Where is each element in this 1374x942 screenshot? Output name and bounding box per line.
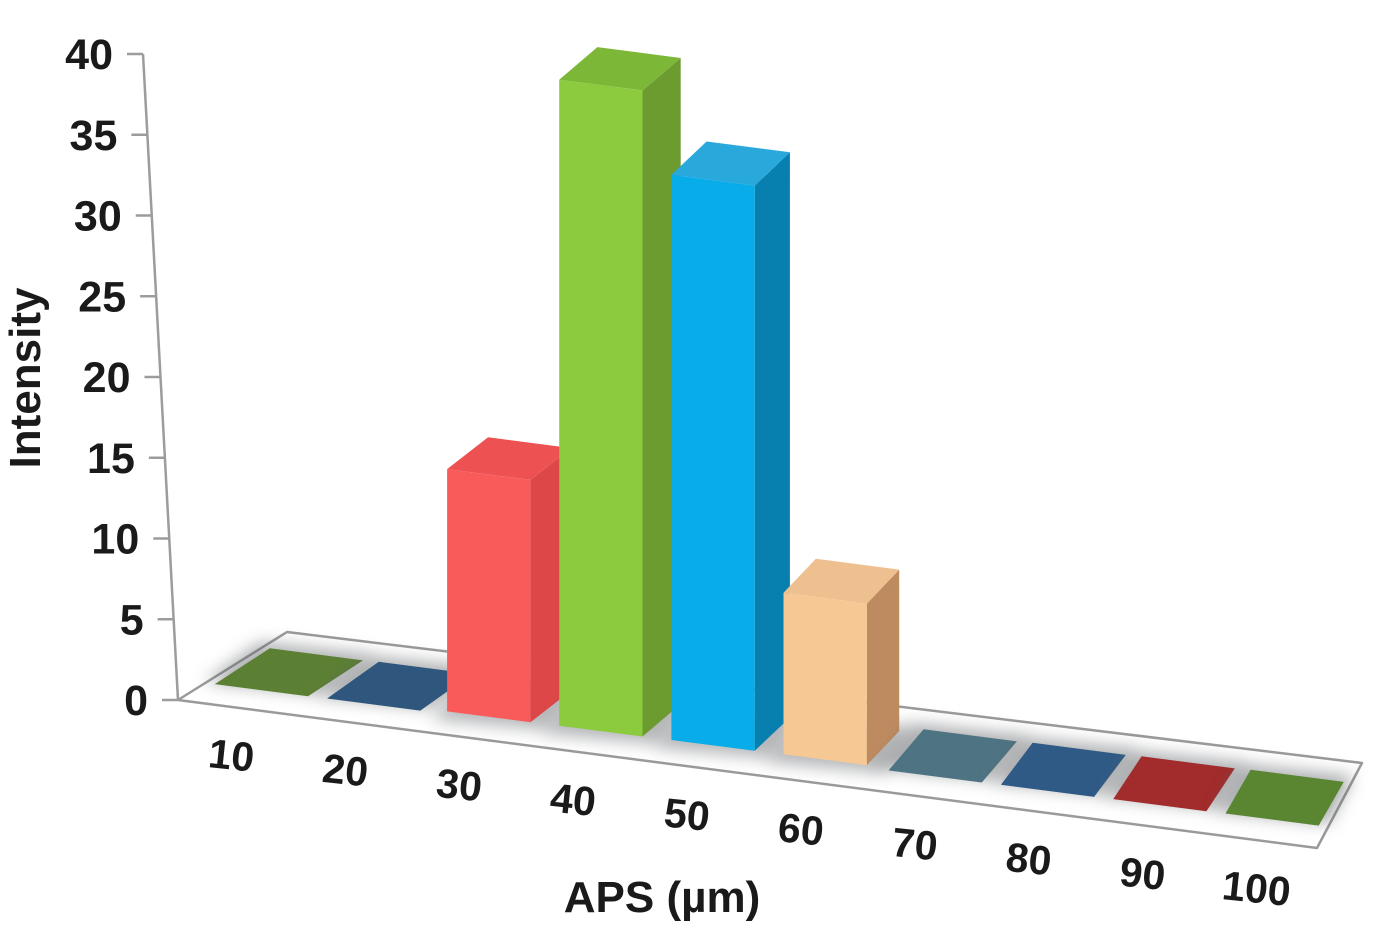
bar-20: [327, 661, 472, 711]
bar-30-top: [447, 437, 572, 480]
x-category-label-40: 40: [548, 775, 598, 826]
x-category-label-30: 30: [434, 760, 484, 811]
y-tick-label-10: 10: [91, 516, 139, 564]
bar-50-side: [754, 152, 790, 751]
y-tick-label-35: 35: [70, 112, 118, 160]
bar-90: [1113, 756, 1235, 812]
bar-30: [447, 469, 531, 723]
bar-50-top: [671, 141, 790, 186]
x-category-label-20: 20: [320, 745, 370, 796]
x-category-label-60: 60: [776, 804, 826, 855]
bar-10: [214, 648, 363, 697]
y-tick-label-0: 0: [124, 677, 148, 725]
bar-80: [1000, 742, 1126, 797]
y-tick-label-30: 30: [74, 193, 122, 241]
bar-60-top: [783, 558, 900, 604]
bar-100: [1225, 769, 1344, 826]
y-tick-label-40: 40: [65, 31, 113, 79]
bar-60-side: [866, 569, 900, 766]
y-axis-title: Intensity: [1, 287, 50, 468]
plot-area: 10 20 30 40 50 60 70 80 90 100 0 5 10 15 20 25 30 35 40: [65, 31, 1364, 915]
bar-70: [888, 729, 1017, 783]
bar-60: [783, 592, 867, 766]
y-tick-label-15: 15: [87, 435, 135, 483]
bar-40: [559, 79, 643, 737]
x-category-label-50: 50: [662, 789, 712, 840]
y-tick-label-5: 5: [120, 596, 144, 644]
x-category-label-70: 70: [890, 819, 940, 870]
y-tick-label-25: 25: [78, 273, 126, 321]
bar-50: [671, 174, 755, 751]
x-category-label-10: 10: [206, 730, 256, 781]
x-category-label-90: 90: [1118, 849, 1168, 900]
x-category-label-80: 80: [1004, 834, 1054, 885]
x-category-label-100: 100: [1220, 862, 1293, 915]
x-axis-title: APS (µm): [564, 873, 760, 922]
bar-40-side: [642, 58, 681, 737]
y-tick-label-20: 20: [83, 354, 131, 402]
bar-40-top: [559, 47, 681, 91]
